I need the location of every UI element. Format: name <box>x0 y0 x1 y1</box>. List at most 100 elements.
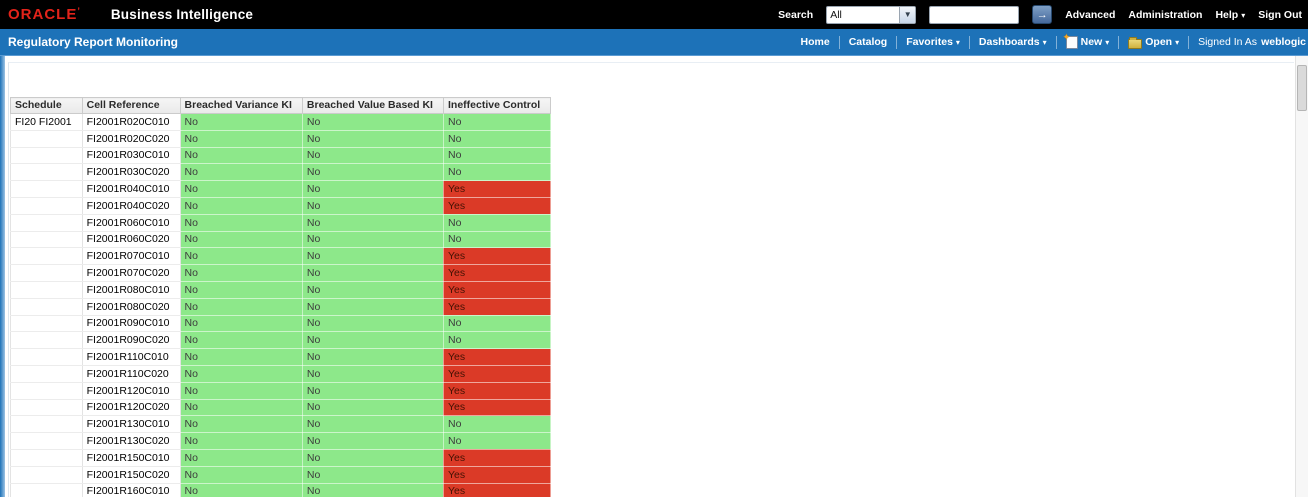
cell-reference-cell: FI2001R070C020 <box>82 264 181 282</box>
breached-value-based-cell: No <box>302 298 444 316</box>
cell-reference-cell: FI2001R110C020 <box>82 365 181 383</box>
breached-value-based-cell: No <box>302 449 444 467</box>
schedule-cell <box>10 264 83 282</box>
divider <box>968 35 970 49</box>
schedule-cell <box>10 130 83 148</box>
oracle-logo-mark: ’ <box>77 6 81 16</box>
search-input[interactable] <box>929 5 1020 24</box>
schedule-cell <box>10 449 83 467</box>
breached-variance-cell: No <box>180 113 303 131</box>
divider <box>896 35 898 49</box>
table-row: FI2001R020C020 No No No <box>10 130 552 148</box>
vertical-scrollbar[interactable] <box>1295 56 1308 497</box>
ineffective-control-cell: Yes <box>443 348 552 366</box>
schedule-cell <box>10 281 83 299</box>
nav-home[interactable]: Home <box>800 36 830 48</box>
table-row: FI2001R070C010 No No Yes <box>10 247 552 266</box>
table-row: FI2001R120C010 No No Yes <box>10 382 552 400</box>
ineffective-control-cell: No <box>443 214 552 232</box>
ineffective-control-cell: No <box>443 331 552 350</box>
table-row: FI2001R090C010 No No No <box>10 315 552 333</box>
link-administration[interactable]: Administration <box>1128 8 1203 21</box>
breached-variance-cell: No <box>180 298 303 316</box>
cell-reference-cell: FI2001R110C010 <box>82 348 181 366</box>
nav-dashboards[interactable]: Dashboards ▾ <box>978 36 1047 48</box>
chevron-down-icon[interactable]: ▼ <box>899 6 916 23</box>
breached-value-based-cell: No <box>302 432 444 450</box>
schedule-cell <box>10 247 83 266</box>
breached-variance-cell: No <box>180 180 303 198</box>
chevron-down-icon: ▾ <box>955 38 960 47</box>
nav-new[interactable]: ✦ New ▾ <box>1062 31 1110 49</box>
chevron-down-icon: ▾ <box>1241 10 1246 20</box>
cell-reference-cell: FI2001R080C020 <box>82 298 181 316</box>
schedule-cell <box>10 432 83 450</box>
ineffective-control-cell: No <box>443 415 552 434</box>
ineffective-control-cell: Yes <box>443 449 552 467</box>
search-label: Search <box>778 8 814 21</box>
breached-variance-cell: No <box>180 214 303 232</box>
global-header: ORACLE’ Business Intelligence Search All… <box>0 0 1308 29</box>
table-row: FI2001R120C020 No No Yes <box>10 399 552 417</box>
cell-reference-cell: FI2001R120C010 <box>82 382 181 400</box>
chevron-down-icon: ▾ <box>1105 38 1110 47</box>
link-sign-out[interactable]: Sign Out <box>1258 8 1302 21</box>
search-go-button[interactable]: → <box>1032 5 1053 24</box>
cell-reference-cell: FI2001R130C020 <box>82 432 181 450</box>
ineffective-control-cell: Yes <box>443 483 552 497</box>
dashboard-header: Regulatory Report Monitoring Home Catalo… <box>0 29 1308 56</box>
schedule-cell <box>10 365 83 383</box>
nav-catalog[interactable]: Catalog <box>848 36 888 48</box>
schedule-cell <box>10 483 83 497</box>
search-scope-value: All <box>830 8 842 21</box>
breached-variance-cell: No <box>180 382 303 400</box>
breached-variance-cell: No <box>180 432 303 450</box>
cell-reference-cell: FI2001R040C020 <box>82 197 181 215</box>
table-row: FI2001R070C020 No No Yes <box>10 264 552 282</box>
table-header-row: Schedule Cell Reference Breached Varianc… <box>10 97 552 114</box>
table-row: FI2001R060C010 No No No <box>10 214 552 232</box>
table-row: FI2001R130C010 No No No <box>10 415 552 434</box>
cell-reference-cell: FI2001R030C020 <box>82 163 181 182</box>
header-controls: Search All ▼ → Advanced Administration H… <box>778 5 1302 24</box>
breached-value-based-cell: No <box>302 348 444 366</box>
cell-reference-cell: FI2001R150C020 <box>82 466 181 484</box>
link-advanced[interactable]: Advanced <box>1065 8 1116 21</box>
breached-value-based-cell: No <box>302 415 444 434</box>
cell-reference-cell: FI2001R090C020 <box>82 331 181 350</box>
nav-open[interactable]: Open ▾ <box>1128 36 1179 49</box>
breached-variance-cell: No <box>180 231 303 249</box>
arrow-right-icon: → <box>1036 8 1048 21</box>
ineffective-control-cell: Yes <box>443 247 552 266</box>
ineffective-control-cell: Yes <box>443 197 552 215</box>
cell-reference-cell: FI2001R150C010 <box>82 449 181 467</box>
scrollbar-thumb[interactable] <box>1297 65 1307 111</box>
breached-value-based-cell: No <box>302 247 444 266</box>
breached-value-based-cell: No <box>302 466 444 484</box>
ineffective-control-cell: Yes <box>443 365 552 383</box>
cell-reference-cell: FI2001R090C010 <box>82 315 181 333</box>
schedule-cell <box>10 348 83 366</box>
breached-value-based-cell: No <box>302 113 444 131</box>
table-row: FI2001R030C010 No No No <box>10 147 552 165</box>
dashboard-nav: Home Catalog Favorites ▾ Dashboards ▾ ✦ … <box>800 31 1306 49</box>
nav-favorites[interactable]: Favorites ▾ <box>906 36 960 48</box>
breached-value-based-cell: No <box>302 483 444 497</box>
link-help[interactable]: Help ▾ <box>1215 8 1246 21</box>
table-row: FI2001R110C010 No No Yes <box>10 348 552 366</box>
breached-value-based-cell: No <box>302 399 444 417</box>
ineffective-control-cell: No <box>443 163 552 182</box>
table-row: FI2001R040C010 No No Yes <box>10 180 552 198</box>
ineffective-control-cell: Yes <box>443 281 552 299</box>
product-title: Business Intelligence <box>110 7 254 22</box>
search-scope-select[interactable]: All ▼ <box>826 5 917 24</box>
table-row: FI2001R080C010 No No Yes <box>10 281 552 299</box>
schedule-cell <box>10 214 83 232</box>
username: weblogic <box>1261 36 1306 48</box>
breached-variance-cell: No <box>180 315 303 333</box>
breached-variance-cell: No <box>180 348 303 366</box>
content-left-border <box>0 56 5 497</box>
schedule-cell <box>10 382 83 400</box>
table-row: FI2001R130C020 No No No <box>10 432 552 450</box>
table-row: FI2001R150C010 No No Yes <box>10 449 552 467</box>
